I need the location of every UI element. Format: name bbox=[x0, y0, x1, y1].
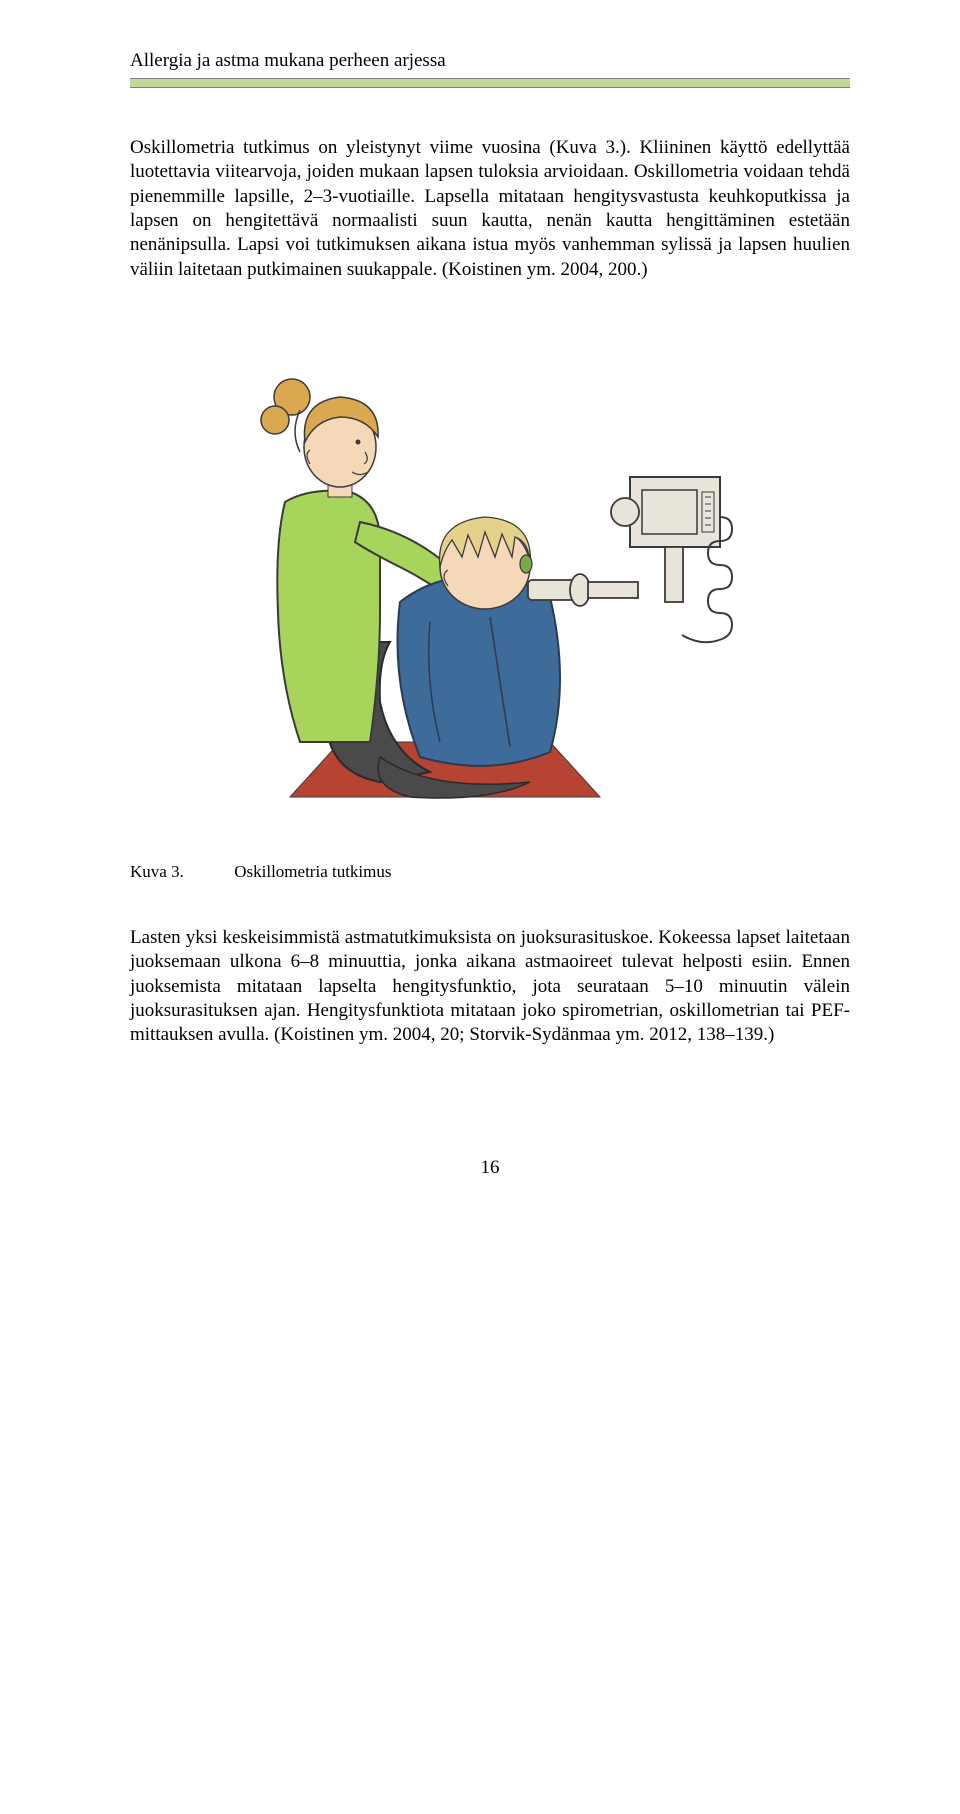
device-arm bbox=[588, 582, 638, 598]
nurse-hair-bun-2 bbox=[261, 406, 289, 434]
page-number: 16 bbox=[130, 1157, 850, 1179]
running-header: Allergia ja astma mukana perheen arjessa bbox=[130, 50, 850, 72]
device-box bbox=[630, 477, 720, 547]
device-lens bbox=[611, 498, 639, 526]
nurse-hair-strand bbox=[295, 410, 300, 452]
figure-caption: Kuva 3. Oskillometria tutkimus bbox=[130, 862, 850, 882]
header-rule bbox=[130, 78, 850, 88]
document-page: Allergia ja astma mukana perheen arjessa… bbox=[0, 0, 960, 1239]
body-paragraph-2: Lasten yksi keskeisimmistä astmatutkimuk… bbox=[130, 926, 850, 1048]
oscillometry-illustration bbox=[230, 342, 750, 812]
nose-clip bbox=[520, 555, 532, 573]
nurse-eye bbox=[356, 439, 361, 444]
mouthpiece-end bbox=[570, 574, 590, 606]
body-paragraph-1: Oskillometria tutkimus on yleistynyt vii… bbox=[130, 136, 850, 282]
figure-number: Kuva 3. bbox=[130, 862, 230, 882]
figure-title: Oskillometria tutkimus bbox=[234, 862, 391, 881]
figure-block: Kuva 3. Oskillometria tutkimus bbox=[130, 342, 850, 882]
device-mount bbox=[665, 547, 683, 602]
